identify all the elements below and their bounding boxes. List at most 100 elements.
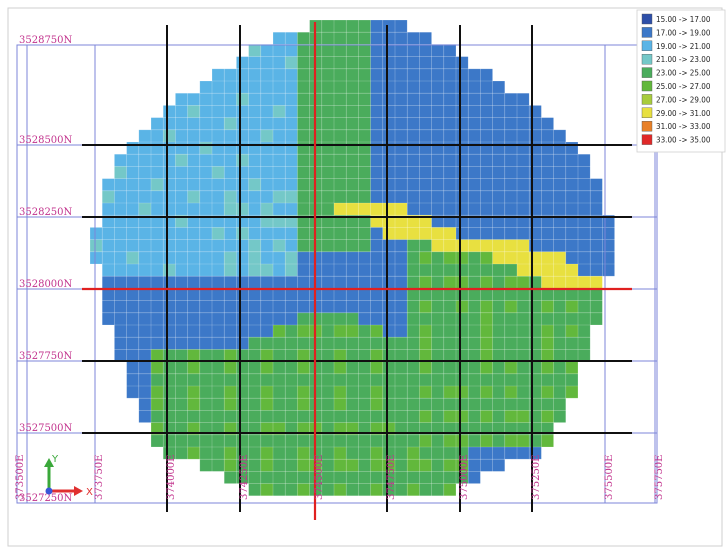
block-cell [358, 129, 371, 142]
block-cell [492, 239, 505, 252]
block-cell [553, 129, 566, 142]
block-cell [431, 81, 444, 94]
block-cell [248, 410, 261, 423]
easting-label: 374250E [239, 455, 250, 500]
block-cell [297, 422, 310, 435]
block-cell [504, 288, 517, 301]
block-cell [163, 190, 176, 203]
block-cell [126, 337, 139, 350]
block-cell [212, 93, 225, 106]
block-cell [468, 105, 481, 118]
block-cell [565, 337, 578, 350]
block-cell [468, 300, 481, 313]
block-cell [285, 227, 298, 240]
block-cell [504, 312, 517, 325]
block-cell [260, 312, 273, 325]
block-cell [151, 239, 164, 252]
block-cell [285, 93, 298, 106]
block-cell [443, 410, 456, 423]
block-cell [236, 117, 249, 130]
block-cell [126, 312, 139, 325]
block-cell [370, 471, 383, 484]
block-cell [151, 203, 164, 216]
block-cell [407, 32, 420, 45]
block-cell [395, 117, 408, 130]
block-cell [236, 239, 249, 252]
block-cell [419, 410, 432, 423]
block-cell [370, 203, 383, 216]
block-cell [102, 239, 115, 252]
block-cell [297, 434, 310, 447]
block-cell [114, 300, 127, 313]
block-cell [370, 373, 383, 386]
block-cell [346, 483, 359, 496]
block-cell [541, 398, 554, 411]
block-cell [114, 154, 127, 167]
block-cell [126, 190, 139, 203]
block-cell [334, 276, 347, 289]
block-cell [273, 215, 286, 228]
block-cell [273, 239, 286, 252]
block-cell [456, 166, 469, 179]
block-cell [468, 361, 481, 374]
block-cell [395, 129, 408, 142]
block-cell [370, 44, 383, 57]
block-cell [334, 325, 347, 338]
block-cell [321, 361, 334, 374]
block-cell [565, 190, 578, 203]
block-cell [492, 142, 505, 155]
block-cell [590, 264, 603, 277]
block-cell [285, 386, 298, 399]
block-cell [370, 337, 383, 350]
block-cell [248, 264, 261, 277]
block-cell [175, 227, 188, 240]
block-cell [468, 227, 481, 240]
block-cell [236, 56, 249, 69]
block-cell [334, 20, 347, 33]
block-cell [541, 117, 554, 130]
block-cell [151, 227, 164, 240]
block-cell [517, 434, 530, 447]
block-cell [260, 81, 273, 94]
block-cell [321, 373, 334, 386]
block-cell [443, 251, 456, 264]
block-cell [212, 239, 225, 252]
block-cell [346, 81, 359, 94]
block-cell [382, 373, 395, 386]
block-cell [126, 227, 139, 240]
block-cell [248, 349, 261, 362]
block-cell [334, 386, 347, 399]
block-cell [395, 227, 408, 240]
block-cell [578, 154, 591, 167]
block-cell [358, 300, 371, 313]
block-cell [114, 325, 127, 338]
block-cell [273, 349, 286, 362]
block-cell [370, 20, 383, 33]
block-cell [382, 251, 395, 264]
block-cell [334, 32, 347, 45]
block-cell [419, 81, 432, 94]
block-cell [163, 325, 176, 338]
block-cell [138, 312, 151, 325]
block-cell [590, 190, 603, 203]
block-cell [431, 312, 444, 325]
block-cell [468, 264, 481, 277]
block-cell [175, 373, 188, 386]
block-cell [224, 434, 237, 447]
block-cell [346, 251, 359, 264]
block-cell [248, 276, 261, 289]
block-cell [565, 361, 578, 374]
block-cell [456, 373, 469, 386]
block-cell [358, 288, 371, 301]
block-cell [395, 459, 408, 472]
block-cell [565, 264, 578, 277]
block-cell [492, 264, 505, 277]
block-cell [114, 227, 127, 240]
block-cell [199, 300, 212, 313]
block-cell [126, 386, 139, 399]
block-cell [187, 203, 200, 216]
block-cell [126, 276, 139, 289]
easting-label: 375750E [654, 455, 665, 500]
block-cell [553, 154, 566, 167]
block-cell [260, 325, 273, 338]
